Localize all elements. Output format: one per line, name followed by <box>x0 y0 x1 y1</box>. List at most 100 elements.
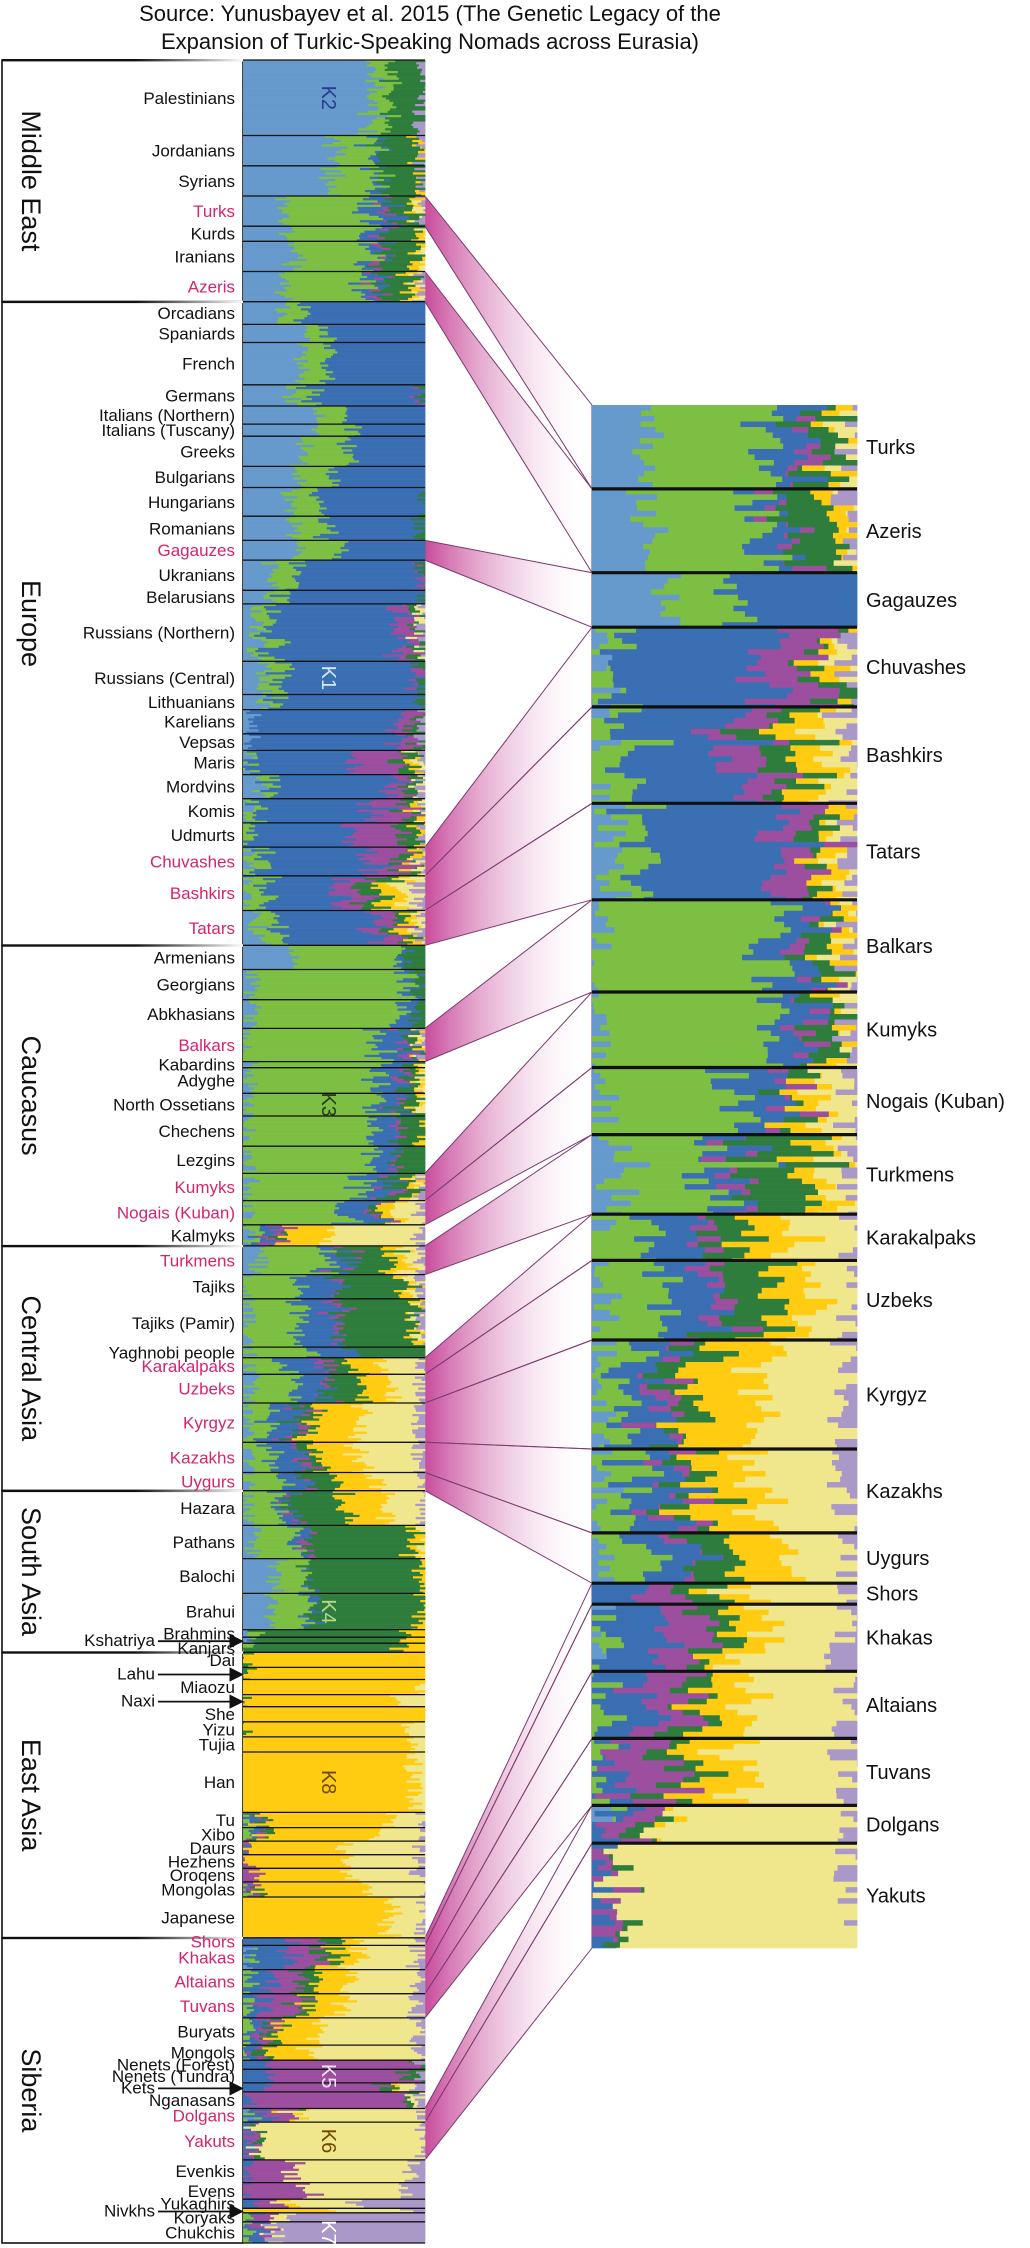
bar-segment-k2 <box>243 1580 267 1584</box>
bar-segment-k4 <box>378 930 389 933</box>
bar-segment-k7 <box>414 939 426 942</box>
bar-segment-k3 <box>383 77 400 81</box>
bar-segment-k5 <box>365 875 388 879</box>
bar-segment-k3 <box>281 275 368 279</box>
bar-group-chuvashes <box>243 847 426 877</box>
bar-segment-k4 <box>409 661 426 664</box>
bar-segment-k1 <box>268 860 372 863</box>
bar-segment-k2 <box>243 860 247 863</box>
bar-segment-k1 <box>378 215 409 219</box>
bar-segment-k6 <box>420 1301 422 1304</box>
bar-segment-k3 <box>243 906 267 910</box>
bar-segment-k3 <box>243 1497 276 1500</box>
bar-segment-k8 <box>243 1683 421 1687</box>
bar-segment-k3 <box>247 1076 374 1079</box>
bar-segment-k3 <box>249 1138 367 1141</box>
bar-segment-k8 <box>243 1923 378 1926</box>
bar-segment-k1 <box>277 1457 295 1461</box>
bar-segment-k8 <box>413 280 419 283</box>
bar-segment-k7 <box>417 709 426 713</box>
bar-segment-k1 <box>299 1529 311 1533</box>
bar-segment-k7 <box>409 1984 426 1988</box>
bar-segment-k1 <box>335 1205 368 1208</box>
bar-segment-k6 <box>407 1274 416 1278</box>
bar-segment-k4 <box>404 1191 421 1194</box>
bar-segment-k1 <box>269 683 414 686</box>
bar-segment-k2 <box>243 1237 255 1241</box>
bar-segment-k4 <box>268 1235 279 1239</box>
bar-segment-k2 <box>243 783 263 786</box>
bar-segment-k1 <box>328 538 422 541</box>
bar-segment-k2 <box>243 384 287 388</box>
bar-segment-k3 <box>296 542 346 546</box>
bar-segment-k1 <box>259 800 370 804</box>
bar-segment-k1 <box>294 577 416 581</box>
bar-segment-k3 <box>293 477 330 480</box>
bar-segment-k3 <box>305 547 341 550</box>
bar-segment-k1 <box>320 533 417 537</box>
bar-segment-k4 <box>379 269 418 272</box>
bar-segment-k2 <box>243 213 289 217</box>
bar-segment-k5 <box>291 1446 298 1450</box>
bar-segment-k8 <box>375 1205 396 1208</box>
bar-segment-k8 <box>361 1380 392 1384</box>
bar-segment-k6 <box>424 658 426 662</box>
bar-segment-k2 <box>243 505 292 508</box>
bar-segment-k3 <box>278 566 294 570</box>
bar-segment-k1 <box>295 1483 315 1487</box>
bar-segment-k5 <box>358 858 391 861</box>
bar-segment-k3 <box>243 1838 247 1842</box>
bar-segment-k4 <box>395 827 417 830</box>
bar-segment-k3 <box>341 194 390 197</box>
bar-segment-k5 <box>265 2069 410 2072</box>
bar-segment-k4 <box>333 1296 401 1300</box>
bar-segment-k6 <box>405 1220 426 1223</box>
bar-segment-k4 <box>341 1287 408 1291</box>
bar-segment-k4 <box>385 137 420 141</box>
bar-segment-k6 <box>390 1222 423 1226</box>
bar-segment-k4 <box>406 2105 414 2108</box>
bar-segment-k1 <box>259 888 336 892</box>
bar-segment-k3 <box>257 683 270 686</box>
bar-segment-k6 <box>417 1758 426 1762</box>
bar-segment-k3 <box>286 384 307 388</box>
bar-segment-k2 <box>243 239 288 242</box>
bar-segment-k8 <box>419 1102 426 1105</box>
bar-segment-k3 <box>255 1514 284 1518</box>
bar-segment-k6 <box>417 789 426 793</box>
bar-segment-k4 <box>387 1140 420 1143</box>
bar-segment-k8 <box>420 1558 426 1562</box>
bar-segment-k2 <box>243 770 251 773</box>
bar-segment-k3 <box>281 1571 313 1575</box>
bar-segment-k7 <box>414 2082 426 2086</box>
bar-segment-k4 <box>303 1411 314 1415</box>
bar-segment-k5 <box>243 1874 260 1878</box>
bar-segment-k7 <box>422 1403 426 1406</box>
bar-segment-k7 <box>422 612 426 616</box>
bar-segment-k1 <box>373 1140 389 1143</box>
bar-segment-k3 <box>299 373 326 376</box>
bar-segment-k2 <box>243 692 263 695</box>
bar-segment-k2 <box>243 282 281 285</box>
bar-segment-k8 <box>412 295 420 299</box>
bar-segment-k3 <box>301 398 313 401</box>
bar-segment-k1 <box>280 932 372 936</box>
bar-segment-k3 <box>243 1973 244 1977</box>
bar-segment-k4 <box>336 1368 359 1372</box>
bar-segment-k4 <box>343 1245 384 1249</box>
bar-segment-k4 <box>415 1061 426 1065</box>
bar-segment-k4 <box>357 891 382 894</box>
bar-segment-k4 <box>417 494 426 497</box>
bar-segment-k1 <box>279 1422 298 1426</box>
bar-segment-k4 <box>420 641 426 644</box>
bar-segment-k1 <box>293 1536 313 1539</box>
bar-segment-k4 <box>299 1418 320 1421</box>
bar-segment-k8 <box>344 1510 383 1513</box>
bar-segment-k4 <box>395 912 400 916</box>
bar-segment-k4 <box>264 1836 270 1839</box>
bar-segment-k1 <box>300 308 426 311</box>
bar-segment-k8 <box>400 1220 406 1223</box>
bar-segment-k8 <box>408 768 421 771</box>
bar-segment-k2 <box>243 1050 246 1053</box>
bar-segment-k2 <box>243 1422 255 1426</box>
